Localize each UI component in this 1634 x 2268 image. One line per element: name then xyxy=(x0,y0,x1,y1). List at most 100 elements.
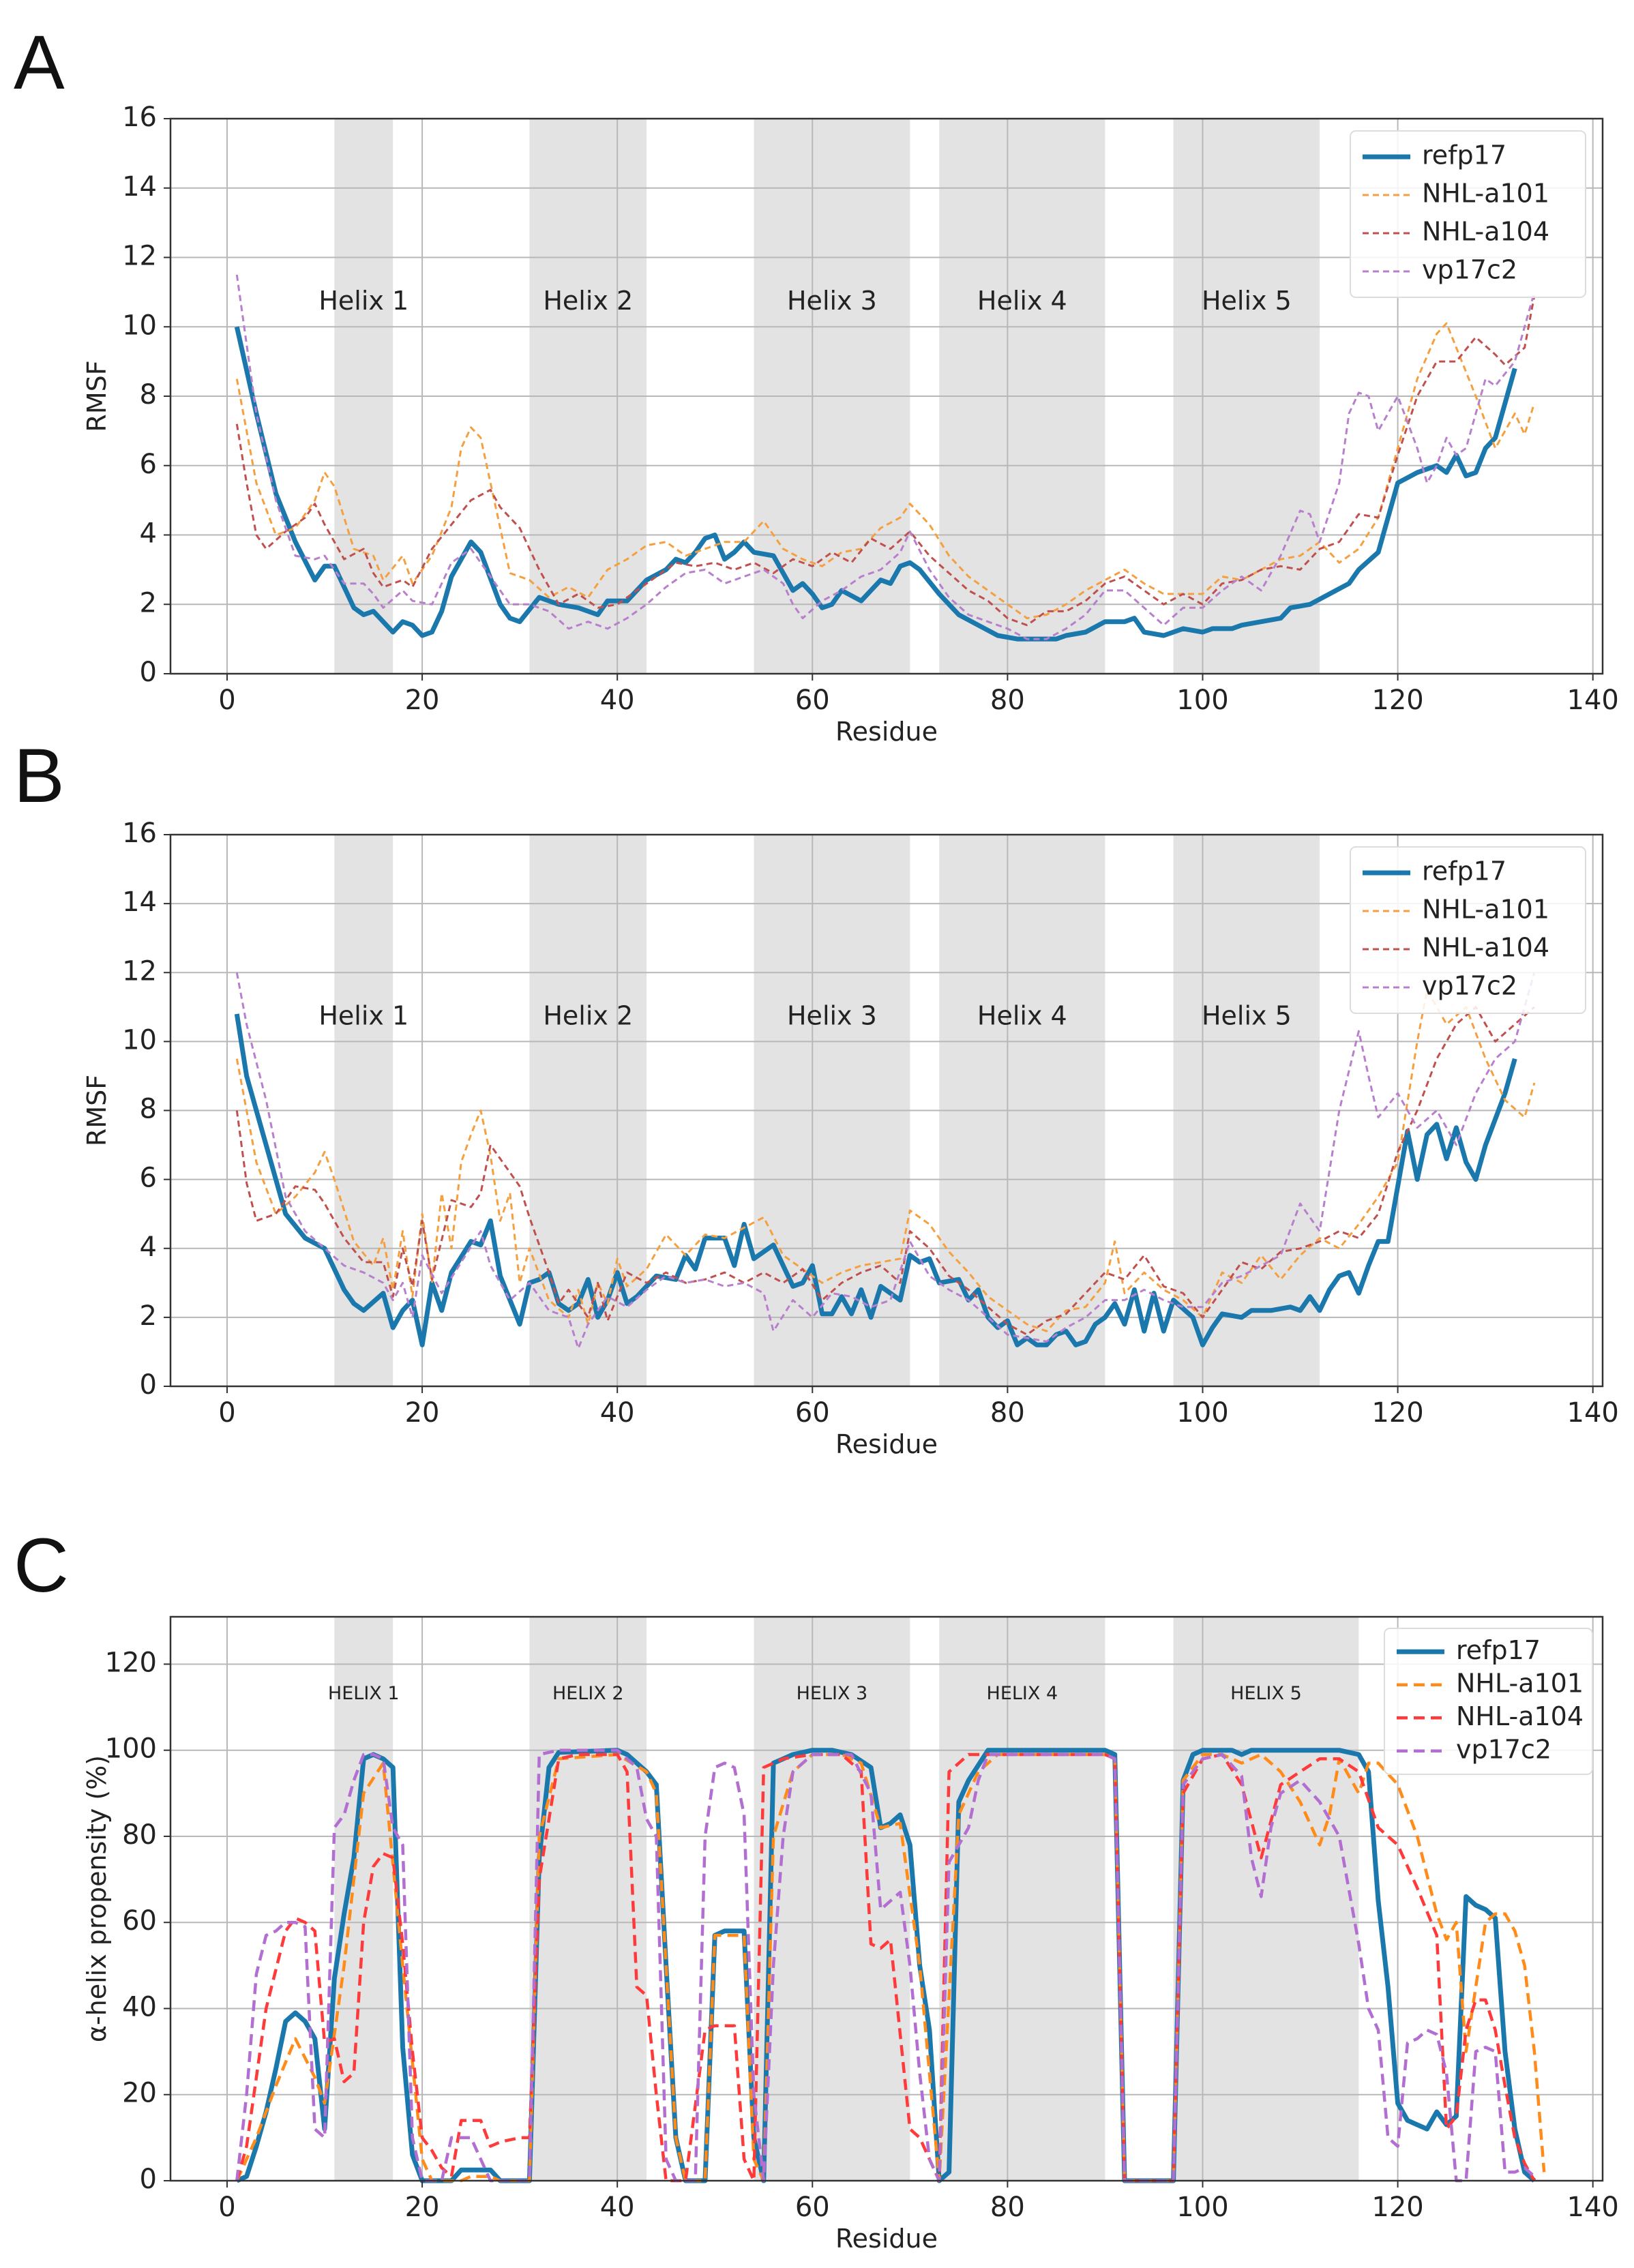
x-tick-label: 60 xyxy=(795,2192,830,2223)
legend-label: NHL-a101 xyxy=(1422,179,1549,209)
x-tick-label: 40 xyxy=(600,2192,635,2223)
x-tick-label: 80 xyxy=(990,2192,1025,2223)
y-tick-label: 0 xyxy=(140,657,157,688)
legend-label: vp17c2 xyxy=(1456,1734,1551,1764)
helix-label: HELIX 4 xyxy=(987,1683,1058,1704)
y-tick-label: 80 xyxy=(122,1819,157,1851)
legend-box xyxy=(1350,846,1586,1014)
y-tick-label: 2 xyxy=(140,1300,157,1332)
y-tick-label: 10 xyxy=(122,1024,157,1056)
legend-label: NHL-a101 xyxy=(1422,895,1549,925)
helix-label: Helix 5 xyxy=(1202,286,1292,316)
legend-box xyxy=(1384,1628,1593,1775)
helix-label: Helix 4 xyxy=(977,1000,1067,1030)
chart-a: Helix 1 Helix 2 Helix 3 Helix 4 Helix 50 20 40… xyxy=(82,102,1619,747)
y-tick-label: 12 xyxy=(122,241,157,272)
x-tick-label: 0 xyxy=(218,685,235,716)
x-tick-label: 80 xyxy=(990,685,1025,716)
panel-label-a: A xyxy=(14,20,65,105)
y-tick-label: 4 xyxy=(140,518,157,550)
legend-label: NHL-a104 xyxy=(1422,217,1549,247)
series-line-vp17c2 xyxy=(235,274,1536,640)
series-line-nhl-a104 xyxy=(235,1006,1535,1336)
helix-label: HELIX 1 xyxy=(328,1683,400,1704)
y-tick-label: 14 xyxy=(122,886,157,918)
x-tick-label: 140 xyxy=(1567,2192,1619,2223)
legend-box xyxy=(1350,130,1586,298)
legend-label: refp17 xyxy=(1456,1635,1541,1665)
y-tick-label: 6 xyxy=(140,449,157,480)
y-axis-label: α-helix propensity (%) xyxy=(82,1755,112,2042)
y-tick-label: 6 xyxy=(140,1163,157,1194)
x-tick-label: 100 xyxy=(1176,1397,1228,1429)
y-tick-label: 4 xyxy=(140,1232,157,1263)
y-tick-label: 0 xyxy=(140,1369,157,1401)
plot-frame xyxy=(169,1615,1604,2182)
chart-b: Helix 1 Helix 2 Helix 3 Helix 4 Helix 50 20 40… xyxy=(82,818,1619,1459)
legend-label: refp17 xyxy=(1422,856,1506,886)
helix-label: HELIX 5 xyxy=(1230,1683,1302,1704)
x-tick-label: 60 xyxy=(795,1397,830,1429)
y-axis-label: RMSF xyxy=(82,1075,112,1146)
x-tick-label: 80 xyxy=(990,1397,1025,1429)
helix-label: HELIX 3 xyxy=(797,1683,868,1704)
y-tick-label: 60 xyxy=(122,1905,157,1937)
panel-label-c: C xyxy=(14,1523,69,1608)
helix-label: Helix 1 xyxy=(318,1000,409,1030)
y-tick-label: 8 xyxy=(140,379,157,411)
x-tick-label: 0 xyxy=(218,2192,235,2223)
x-tick-label: 120 xyxy=(1371,1397,1423,1429)
x-tick-label: 20 xyxy=(405,1397,440,1429)
helix-label: Helix 1 xyxy=(318,286,409,316)
y-tick-label: 2 xyxy=(140,587,157,618)
legend-label: NHL-a101 xyxy=(1456,1668,1584,1698)
helix-label: Helix 3 xyxy=(787,286,877,316)
legend-label: NHL-a104 xyxy=(1422,933,1549,963)
y-tick-label: 12 xyxy=(122,955,157,987)
series-line-refp17 xyxy=(234,326,1517,642)
x-tick-label: 120 xyxy=(1371,685,1423,716)
series-line-refp17 xyxy=(234,1013,1517,1347)
helix-label: Helix 3 xyxy=(787,1000,877,1030)
helix-label: Helix 4 xyxy=(977,286,1067,316)
x-tick-label: 120 xyxy=(1371,2192,1423,2223)
x-tick-label: 40 xyxy=(600,1397,635,1429)
legend-label: vp17c2 xyxy=(1422,971,1517,1001)
series-line-nhl-a104 xyxy=(235,1752,1536,2183)
helix-label: Helix 2 xyxy=(543,286,633,316)
legend: refp17 NHL-a101 NHL-a104 vp17c2 xyxy=(1350,130,1586,298)
x-tick-label: 0 xyxy=(218,1397,235,1429)
helix-label: HELIX 2 xyxy=(552,1683,624,1704)
y-tick-label: 100 xyxy=(105,1733,157,1765)
x-tick-label: 140 xyxy=(1567,1397,1619,1429)
legend: refp17 NHL-a101 NHL-a104 vp17c2 xyxy=(1350,846,1586,1014)
y-tick-label: 10 xyxy=(122,310,157,341)
series-line-nhl-a104 xyxy=(235,295,1536,627)
y-tick-label: 40 xyxy=(122,1991,157,2023)
x-tick-label: 140 xyxy=(1567,685,1619,716)
y-tick-label: 14 xyxy=(122,171,157,203)
series-line-vp17c2 xyxy=(235,1748,1536,2183)
x-axis-label: Residue xyxy=(835,1429,938,1459)
x-tick-label: 60 xyxy=(795,685,830,716)
helix-region-band xyxy=(1173,1617,1359,2181)
x-tick-label: 100 xyxy=(1176,685,1228,716)
y-tick-label: 20 xyxy=(122,2078,157,2109)
x-tick-label: 100 xyxy=(1176,2192,1228,2223)
y-tick-label: 0 xyxy=(140,2164,157,2195)
x-tick-label: 20 xyxy=(405,2192,440,2223)
helix-region-band xyxy=(334,1617,393,2181)
panel-label-b: B xyxy=(14,733,65,818)
chart-c: HELIX 1 HELIX 2 HELIX 3 HELIX 4 HELIX 5 0 20 40… xyxy=(82,1615,1619,2254)
y-axis-label: RMSF xyxy=(82,360,112,432)
legend-label: NHL-a104 xyxy=(1456,1701,1584,1731)
x-tick-label: 20 xyxy=(405,685,440,716)
helix-region-band xyxy=(939,1617,1105,2181)
helix-label: Helix 2 xyxy=(543,1000,633,1030)
helix-label: Helix 5 xyxy=(1202,1000,1292,1030)
legend-label: vp17c2 xyxy=(1422,255,1517,285)
x-axis-label: Residue xyxy=(835,717,938,747)
legend-label: refp17 xyxy=(1422,140,1506,170)
